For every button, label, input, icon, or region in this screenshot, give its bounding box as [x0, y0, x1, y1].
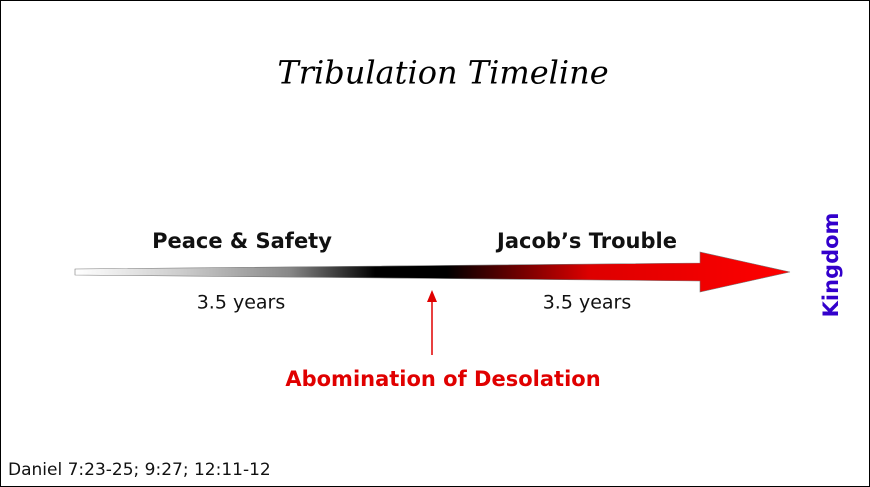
midpoint-label: Abomination of Desolation	[285, 367, 600, 391]
midpoint-arrowhead	[427, 290, 437, 302]
period-duration: 3.5 years	[543, 292, 632, 314]
period-duration: 3.5 years	[197, 292, 286, 314]
reference: Daniel 7:23-25; 9:27; 12:11-12	[8, 460, 271, 480]
period-label: Peace & Safety	[152, 229, 332, 253]
timeline-arrow	[74, 251, 791, 293]
title: Tribulation Timeline	[277, 54, 608, 92]
period-label: Jacob’s Trouble	[495, 229, 677, 253]
end-label: Kingdom	[819, 213, 843, 318]
